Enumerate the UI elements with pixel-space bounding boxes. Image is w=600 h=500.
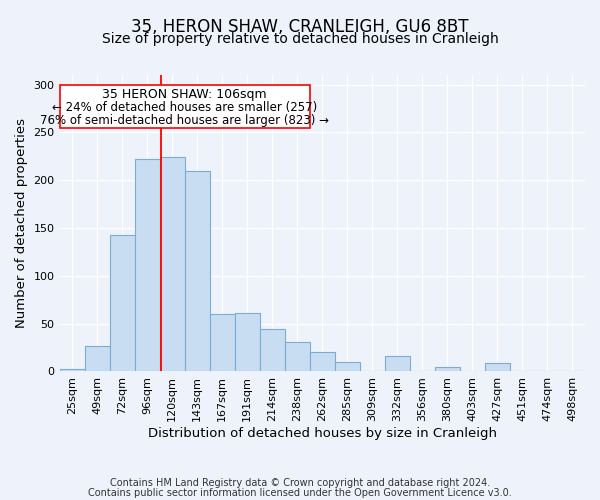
- Bar: [285, 342, 310, 372]
- Bar: [110, 234, 134, 372]
- Bar: [435, 366, 460, 372]
- FancyBboxPatch shape: [59, 84, 310, 128]
- Bar: [160, 157, 185, 372]
- Bar: [510, 370, 535, 372]
- Bar: [134, 159, 160, 372]
- Text: 76% of semi-detached houses are larger (823) →: 76% of semi-detached houses are larger (…: [40, 114, 329, 127]
- Text: Contains public sector information licensed under the Open Government Licence v3: Contains public sector information licen…: [88, 488, 512, 498]
- Bar: [385, 356, 410, 372]
- Bar: [335, 362, 360, 372]
- X-axis label: Distribution of detached houses by size in Cranleigh: Distribution of detached houses by size …: [148, 427, 497, 440]
- Text: 35 HERON SHAW: 106sqm: 35 HERON SHAW: 106sqm: [103, 88, 267, 102]
- Bar: [235, 313, 260, 372]
- Bar: [485, 363, 510, 372]
- Text: Contains HM Land Registry data © Crown copyright and database right 2024.: Contains HM Land Registry data © Crown c…: [110, 478, 490, 488]
- Bar: [85, 346, 110, 372]
- Bar: [59, 368, 85, 372]
- Bar: [310, 352, 335, 372]
- Y-axis label: Number of detached properties: Number of detached properties: [15, 118, 28, 328]
- Bar: [209, 314, 235, 372]
- Bar: [560, 370, 585, 372]
- Bar: [260, 330, 285, 372]
- Bar: [185, 170, 209, 372]
- Text: Size of property relative to detached houses in Cranleigh: Size of property relative to detached ho…: [101, 32, 499, 46]
- Text: 35, HERON SHAW, CRANLEIGH, GU6 8BT: 35, HERON SHAW, CRANLEIGH, GU6 8BT: [131, 18, 469, 36]
- Text: ← 24% of detached houses are smaller (257): ← 24% of detached houses are smaller (25…: [52, 102, 317, 114]
